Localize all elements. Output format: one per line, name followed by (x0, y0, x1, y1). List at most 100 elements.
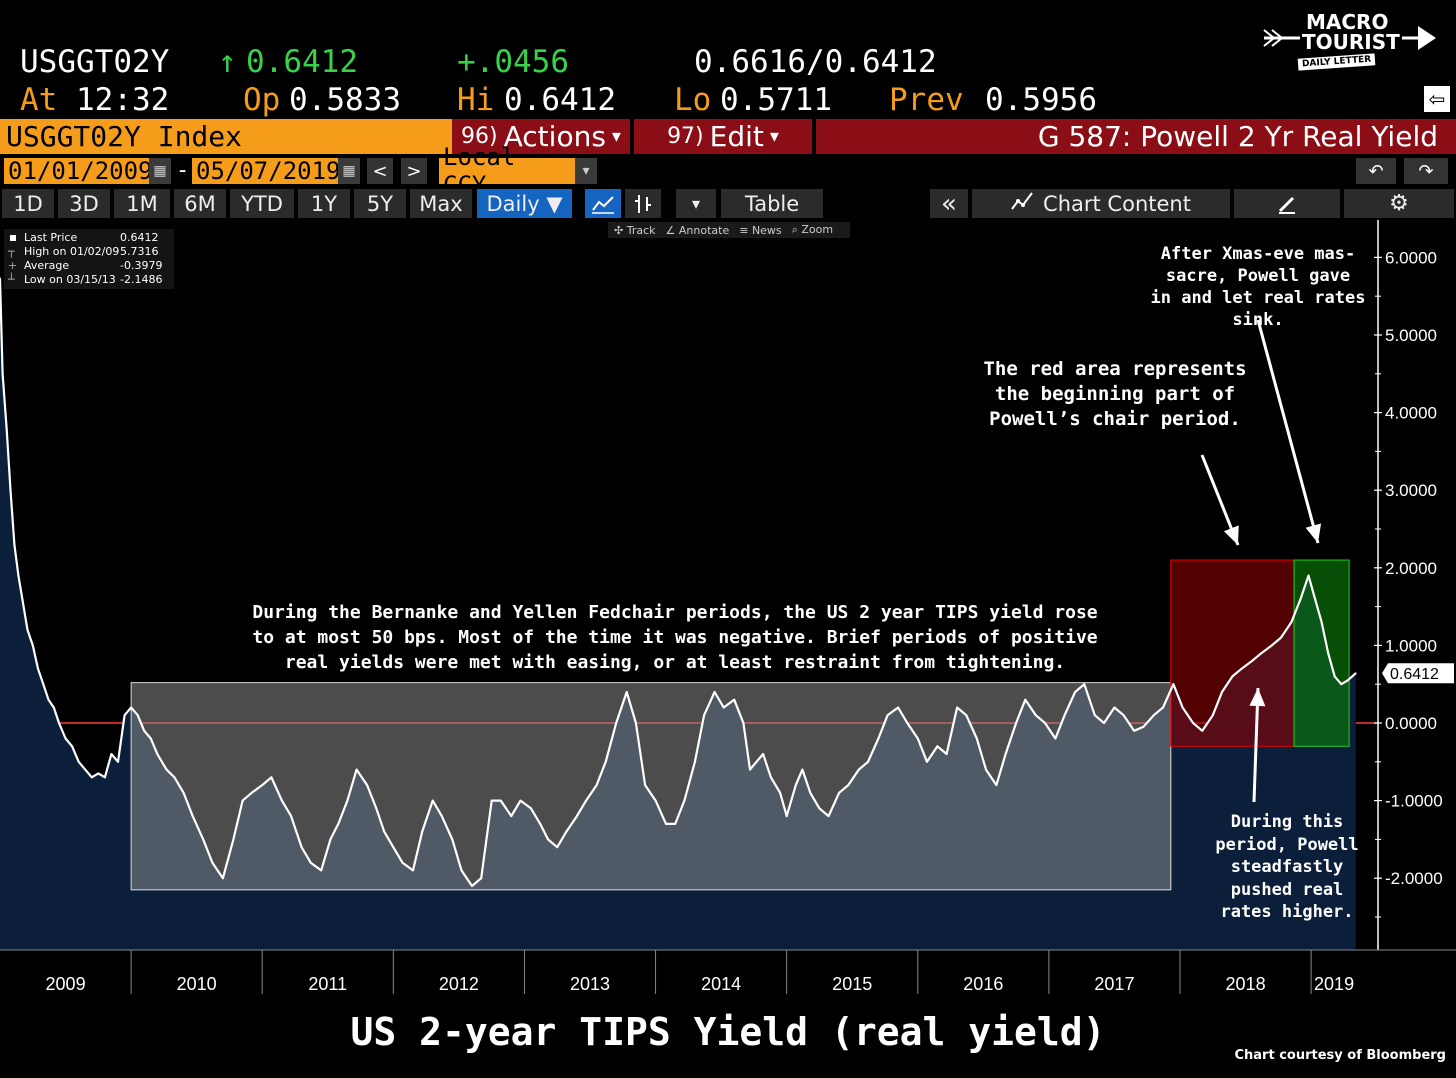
data-point (392, 846, 395, 849)
undo-button[interactable]: ↶ (1356, 158, 1396, 184)
open-value: 0.5833 (289, 82, 401, 118)
data-point (250, 791, 253, 794)
range-1d-button[interactable]: 1D (2, 189, 54, 218)
low-label: Lo (674, 82, 712, 118)
legend-row-low: ┴ Low on 03/15/13 -2.1486 (8, 273, 163, 286)
popout-icon[interactable]: ⇦ (1424, 86, 1450, 112)
edit-menu[interactable]: 97) Edit ▾ (634, 119, 812, 154)
collapse-button[interactable]: « (930, 189, 968, 219)
settings-gear-icon[interactable]: ⚙ (1344, 189, 1454, 218)
powell-green-region (1293, 559, 1350, 747)
x-tick-label: 2016 (963, 974, 1003, 994)
range-1m-button[interactable]: 1M (114, 189, 170, 218)
table-button[interactable]: Table (721, 189, 823, 218)
data-point (985, 768, 987, 771)
start-date-input[interactable]: 01/01/2009 (4, 157, 153, 185)
data-point (877, 737, 880, 740)
chart-type-caret-icon[interactable]: ▾ (676, 189, 716, 218)
range-max-button[interactable]: Max (410, 189, 472, 218)
range-ytd-button[interactable]: YTD (230, 189, 294, 218)
last-value-label: 0.6412 (1390, 666, 1439, 683)
index-name: USGGT02Y Index (6, 120, 243, 153)
during-arrow-head (1249, 688, 1266, 707)
data-point (383, 830, 386, 833)
data-point (510, 815, 513, 818)
chart-tools: ✣ Track ∠ Annotate ≡ News ⌕ Zoom (608, 222, 850, 238)
data-point (1314, 597, 1316, 600)
at-label: At (20, 82, 58, 118)
data-point (499, 799, 502, 802)
zoom-tool[interactable]: ⌕ Zoom (791, 223, 834, 236)
data-point (221, 877, 224, 880)
period-select[interactable]: Daily ▼ (477, 189, 572, 218)
data-point (556, 846, 559, 849)
data-point (742, 722, 745, 724)
currency-caret-icon[interactable]: ▾ (575, 158, 597, 184)
date-separator: - (176, 158, 190, 183)
data-point (165, 768, 168, 771)
data-point (1354, 672, 1357, 675)
x-tick-label: 2012 (439, 974, 479, 994)
end-date-input[interactable]: 05/07/2019 (192, 157, 341, 185)
index-box[interactable]: USGGT02Y Index (0, 119, 454, 154)
edit-chart-icon[interactable] (1234, 189, 1340, 218)
redo-button[interactable]: ↷ (1404, 158, 1448, 184)
data-point (1333, 675, 1336, 678)
data-point (460, 869, 463, 872)
last-value-marker (1382, 663, 1454, 684)
last-price: 0.6412 (246, 44, 358, 80)
bar-chart-icon[interactable] (625, 189, 661, 218)
data-point (366, 784, 369, 786)
open-label: Op (243, 82, 281, 118)
data-point (755, 760, 758, 763)
data-point (1, 372, 4, 375)
range-5y-button[interactable]: 5Y (354, 189, 406, 218)
macro-tourist-logo: MACRO TOURIST DAILY LETTER (1258, 8, 1438, 78)
next-period-button[interactable]: > (401, 158, 427, 184)
data-point (337, 822, 340, 825)
actions-caret-icon: ▾ (611, 126, 621, 147)
data-point (1024, 698, 1027, 701)
annotate-tool[interactable]: ∠ Annotate (665, 223, 730, 237)
range-1y-button[interactable]: 1Y (298, 189, 350, 218)
range-6m-button[interactable]: 6M (174, 189, 226, 218)
y-tick-label: 6.0000 (1385, 248, 1437, 267)
range-3d-button[interactable]: 3D (58, 189, 110, 218)
data-point (21, 597, 24, 600)
data-point (1192, 722, 1195, 724)
line-chart-icon[interactable] (585, 189, 621, 218)
data-point (103, 776, 106, 779)
data-point (1034, 714, 1037, 717)
data-point (0, 277, 1, 280)
data-point (1004, 753, 1007, 755)
data-point (1172, 683, 1175, 686)
data-point (26, 628, 29, 631)
data-point (683, 799, 686, 802)
data-point (1015, 722, 1018, 724)
data-point (762, 753, 764, 755)
data-point (886, 714, 889, 717)
data-point (156, 753, 159, 755)
end-calendar-icon[interactable]: ▦ (338, 158, 360, 184)
currency-select[interactable]: Local CCY (439, 143, 577, 199)
data-point (490, 799, 493, 802)
data-point (375, 807, 378, 810)
data-point (232, 838, 235, 841)
chart-content-button[interactable]: Chart Content (972, 189, 1230, 218)
prev-period-button[interactable]: < (367, 158, 393, 184)
start-calendar-icon[interactable]: ▦ (149, 158, 171, 184)
data-point (202, 838, 205, 841)
track-tool[interactable]: ✣ Track (614, 223, 656, 237)
data-point (346, 799, 349, 802)
data-point (117, 760, 119, 763)
data-point (867, 760, 869, 763)
news-tool[interactable]: ≡ News (739, 223, 782, 237)
actions-menu[interactable]: 96) Actions ▾ (452, 119, 630, 154)
data-point (722, 706, 725, 709)
data-point (1270, 644, 1273, 647)
data-point (143, 729, 146, 732)
data-point (71, 745, 74, 748)
actions-label: Actions (503, 120, 606, 153)
during-arrow (1252, 687, 1260, 803)
track-label: Track (626, 223, 656, 237)
